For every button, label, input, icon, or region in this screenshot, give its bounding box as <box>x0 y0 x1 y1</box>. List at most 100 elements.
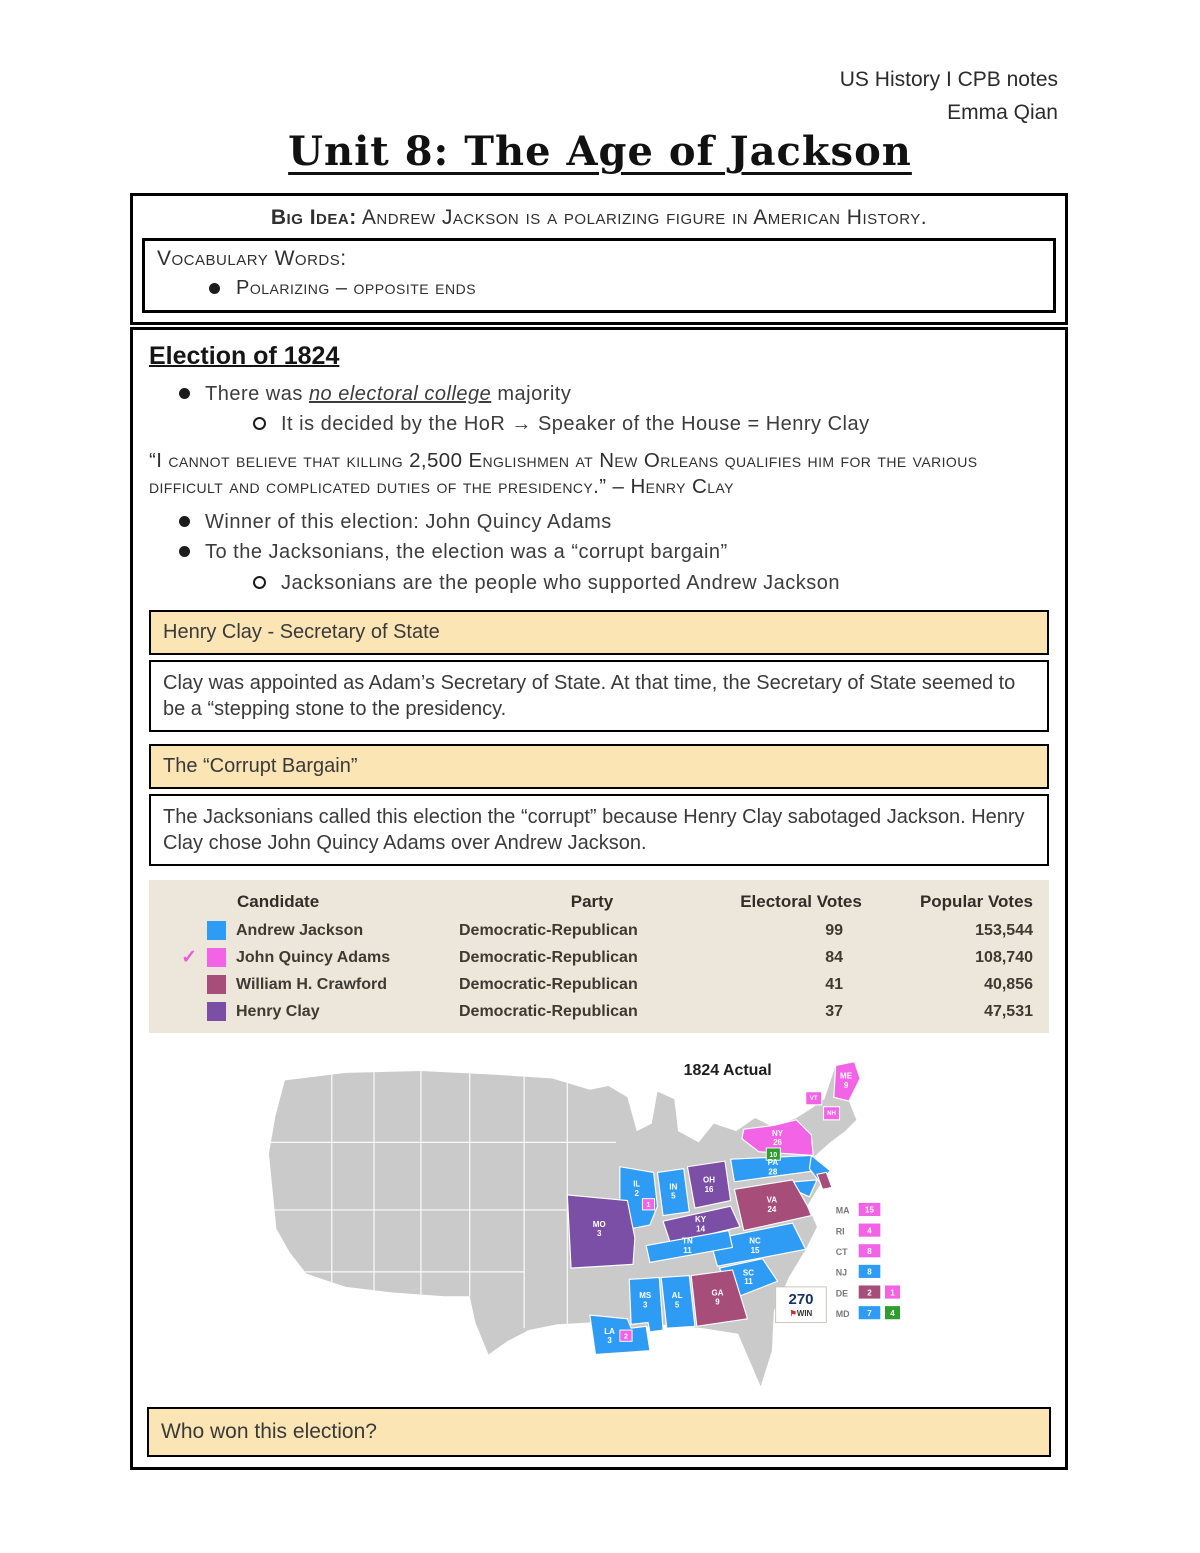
state-GA <box>690 1269 749 1328</box>
popular-cell: 47,531 <box>984 1002 1033 1020</box>
henry-clay-quote: “I cannot believe that killing 2,500 Eng… <box>149 448 978 499</box>
state-label-IL: IL 2 <box>633 1180 640 1198</box>
electoral-cell: 99 <box>825 921 843 939</box>
bullet-icon <box>179 516 190 528</box>
big-idea-text: Big Idea: Andrew Jackson is a polarizing… <box>270 206 928 229</box>
bargain-note-body: The Jacksonians called this election the… <box>149 794 1049 867</box>
legend-row-MD: MD 7 4 <box>836 1305 901 1321</box>
svg-text:7: 7 <box>867 1309 872 1318</box>
results-row: Henry Clay Democratic-Republican 37 47,5… <box>157 998 1041 1025</box>
state-VT <box>805 1091 823 1106</box>
state-ME <box>833 1061 861 1102</box>
question-bar: Who won this election? <box>147 1407 1051 1458</box>
map-title: 1824 Actual <box>684 1062 772 1079</box>
bullet-text: There was no electoral college majority <box>205 383 572 405</box>
bullet-text: Winner of this election: John Quincy Ada… <box>205 511 612 534</box>
results-table: Candidate Party Electoral Votes Popular … <box>149 880 1049 1034</box>
state-label-OH: OH 16 <box>703 1176 715 1194</box>
bullet-winner: Winner of this election: John Quincy Ada… <box>179 510 1051 534</box>
state-label-GA: GA 9 <box>712 1289 724 1307</box>
bullet-icon <box>179 388 190 399</box>
bullet-text: To the Jacksonians, the election was a “… <box>205 541 728 564</box>
sub-bullet-icon <box>253 575 266 589</box>
popular-cell: 153,544 <box>975 921 1033 939</box>
state-label-NY: NY 26 <box>772 1129 784 1147</box>
state-label-LA: LA 3 <box>604 1327 615 1345</box>
state-MS <box>628 1277 664 1333</box>
winner-check: ✓ <box>181 947 197 969</box>
svg-text:8: 8 <box>867 1247 872 1256</box>
results-header-row: Candidate Party Electoral Votes Popular … <box>157 886 1041 917</box>
svg-text:DE: DE <box>836 1288 848 1298</box>
vocabulary-heading: Vocabulary Words: <box>157 247 347 270</box>
state-label-MO: MO 3 <box>593 1220 606 1238</box>
il-split-box <box>641 1198 656 1211</box>
state-label-PA: PA 28 <box>768 1158 779 1176</box>
bullet-icon <box>209 283 220 294</box>
candidate-swatch <box>207 921 226 941</box>
bullet-icon <box>179 546 190 558</box>
doc-header: US History I CPB notes Emma Qian <box>840 64 1058 129</box>
state-DE <box>816 1171 833 1191</box>
party-cell: Democratic-Republican <box>459 948 638 966</box>
section-heading: Election of 1824 <box>149 342 340 370</box>
svg-text:RI: RI <box>836 1227 845 1237</box>
legend-row-NJ: NJ 8 <box>836 1264 882 1280</box>
svg-text:MD: MD <box>836 1309 850 1319</box>
candidate-name: William H. Crawford <box>236 975 387 993</box>
ny-split-box <box>765 1147 781 1161</box>
author-name: Emma Qian <box>947 100 1058 124</box>
svg-text:2: 2 <box>867 1289 872 1298</box>
svg-text:15: 15 <box>865 1206 874 1215</box>
state-KY <box>662 1205 741 1245</box>
svg-text:NJ: NJ <box>836 1268 847 1278</box>
state-MO <box>566 1194 636 1269</box>
state-TN <box>645 1230 734 1264</box>
bullet-decided-by-hor: It is decided by the HoR → Speaker of th… <box>253 412 1051 436</box>
svg-text:8: 8 <box>867 1268 872 1277</box>
candidate-swatch <box>207 948 226 968</box>
popular-cell: 108,740 <box>975 948 1033 966</box>
clay-note-header: Henry Clay - Secretary of State <box>149 610 1049 656</box>
party-cell: Democratic-Republican <box>459 921 638 939</box>
svg-text:270: 270 <box>788 1291 813 1308</box>
flag-icon: ⚑ <box>790 1309 797 1318</box>
vocabulary-box: Vocabulary Words: Polarizing – opposite … <box>142 238 1056 313</box>
legend-row-MA: MA 15 <box>836 1202 882 1218</box>
results-row: ✓ John Quincy Adams Democratic-Republica… <box>157 944 1041 971</box>
state-label-NC: NC 15 <box>749 1237 761 1255</box>
election-section: Election of 1824 There was no electoral … <box>130 327 1068 1471</box>
big-idea-box: Big Idea: Andrew Jackson is a polarizing… <box>130 193 1068 325</box>
us-map-svg: ME 9 VT NH NY 26 10 PA 28 OH 16 IN 5 IL 2 1 MO… <box>268 1061 901 1387</box>
bargain-note-header: The “Corrupt Bargain” <box>149 744 1049 790</box>
clay-note-body: Clay was appointed as Adam’s Secretary o… <box>149 660 1049 733</box>
state-label-VA: VA 24 <box>767 1196 778 1214</box>
candidate-name: Henry Clay <box>236 1002 320 1020</box>
state-label-VT: VT <box>810 1095 818 1102</box>
svg-text:4: 4 <box>890 1309 895 1318</box>
state-NY <box>741 1119 814 1157</box>
col-candidate: Candidate <box>237 891 320 911</box>
bullet-corrupt-bargain: To the Jacksonians, the election was a “… <box>179 540 1051 564</box>
party-cell: Democratic-Republican <box>459 1002 638 1020</box>
svg-text:MA: MA <box>836 1206 850 1216</box>
bullet-no-electoral-majority: There was no electoral college majority <box>179 382 1051 406</box>
state-IN <box>656 1168 690 1217</box>
svg-text:4: 4 <box>867 1227 872 1236</box>
electoral-cell: 41 <box>825 975 843 993</box>
state-AL <box>660 1275 696 1330</box>
col-electoral: Electoral Votes <box>740 891 862 911</box>
candidate-name: Andrew Jackson <box>236 921 364 939</box>
results-row: William H. Crawford Democratic-Republica… <box>157 971 1041 998</box>
candidate-name: John Quincy Adams <box>236 948 391 966</box>
state-NC <box>709 1222 807 1268</box>
results-row: Andrew Jackson Democratic-Republican 99 … <box>157 917 1041 944</box>
svg-text:CT: CT <box>836 1247 848 1257</box>
state-NH <box>822 1106 841 1121</box>
legend-row-CT: CT 8 <box>836 1243 882 1259</box>
emphasized-text: no electoral college <box>308 383 492 405</box>
candidate-swatch <box>207 1002 226 1022</box>
state-label-NH: NH <box>827 1110 836 1117</box>
state-label-KY: KY 14 <box>695 1215 707 1233</box>
